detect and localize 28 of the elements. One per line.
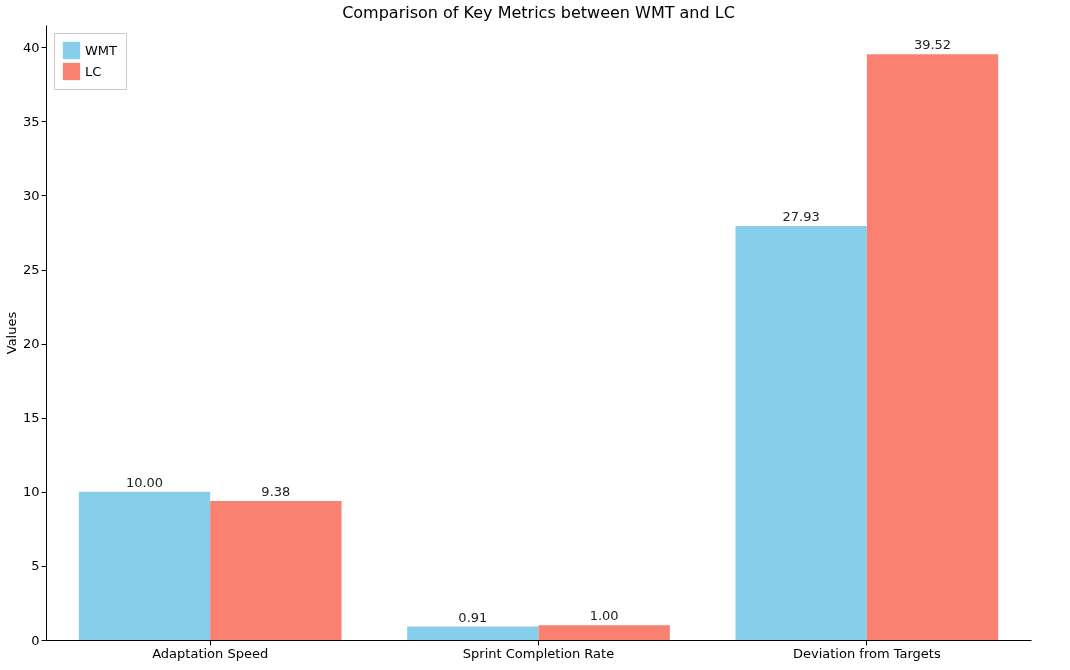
data-label: 0.91 (458, 609, 488, 625)
x-tick-label: Deviation from Targets (792, 645, 941, 661)
chart-title: Comparison of Key Metrics between WMT and LC (342, 3, 735, 22)
bar (78, 491, 211, 640)
y-axis-title: Values (3, 311, 19, 355)
bar (210, 501, 342, 640)
y-tick-label: 30 (22, 187, 40, 203)
data-label: 9.38 (261, 484, 291, 499)
bar (407, 626, 539, 640)
data-label: 27.93 (782, 209, 820, 225)
y-tick-label: 35 (22, 113, 40, 129)
y-tick-label: 15 (22, 410, 40, 426)
y-tick-label: 10 (22, 484, 40, 500)
bar (538, 625, 670, 640)
bar (866, 54, 999, 640)
data-label: 39.52 (913, 37, 952, 53)
y-tick-label: 40 (22, 39, 40, 55)
x-tick-label: Sprint Completion Rate (462, 645, 615, 661)
data-label: 1.00 (589, 608, 619, 624)
legend-label: WMT (85, 42, 118, 58)
y-tick-label: 5 (31, 558, 40, 574)
data-label: 10.00 (125, 474, 164, 490)
legend-label: LC (85, 63, 102, 79)
y-tick-label: 25 (22, 262, 40, 278)
y-tick-label: 0 (31, 632, 40, 648)
y-tick-label: 20 (22, 336, 40, 352)
bar (735, 226, 867, 640)
x-tick-label: Adaptation Speed (152, 645, 269, 661)
